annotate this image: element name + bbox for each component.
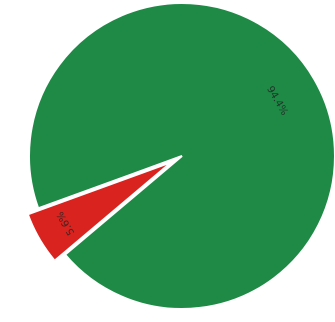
pie-slices <box>26 2 335 310</box>
pie-slice-0 <box>28 2 335 310</box>
pie-slice-1 <box>26 161 173 263</box>
